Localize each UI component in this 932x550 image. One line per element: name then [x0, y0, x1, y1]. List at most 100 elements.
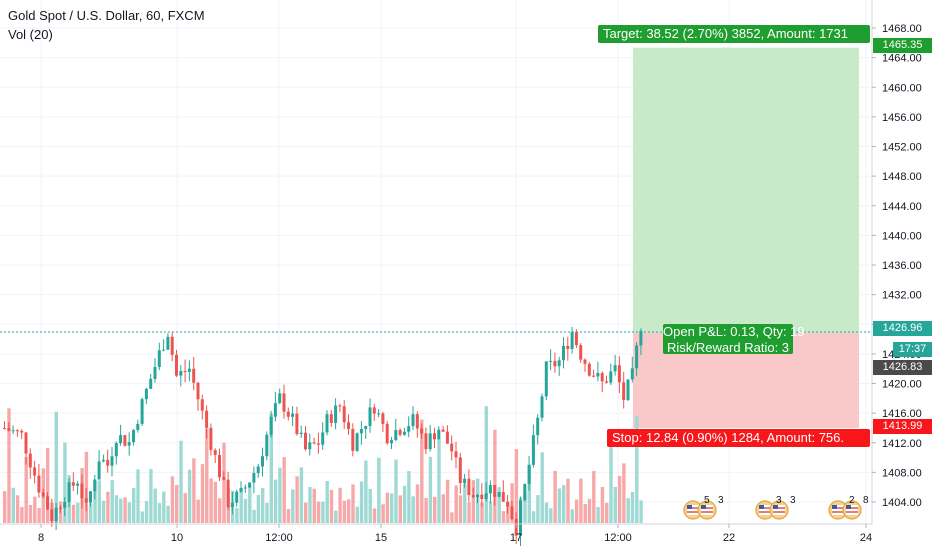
- candle-body: [527, 464, 531, 484]
- candle-body: [11, 430, 15, 432]
- candle-body: [243, 487, 247, 489]
- volume-bar: [269, 413, 273, 523]
- us-flag-icon[interactable]: [683, 500, 703, 520]
- candle-body: [381, 413, 385, 424]
- volume-bar: [441, 494, 445, 523]
- us-flag-icon[interactable]: [828, 500, 848, 520]
- candle-body: [41, 492, 45, 497]
- volume-bar: [334, 510, 338, 523]
- price-axis[interactable]: 1404.001408.001412.001416.001420.001424.…: [872, 23, 922, 509]
- volume-bar: [7, 408, 11, 523]
- candle-body: [415, 414, 419, 429]
- volume-bar: [132, 488, 136, 523]
- candle-body: [613, 365, 617, 372]
- volume-bar: [15, 495, 20, 523]
- candle-body: [609, 371, 613, 383]
- volume-bar: [248, 484, 252, 523]
- open-pnl-box[interactable]: Open P&L: 0.13, Qty: 19 Risk/Reward Rati…: [663, 324, 805, 355]
- candle-body: [209, 427, 213, 451]
- volume-bar: [3, 491, 7, 523]
- volume-bar: [639, 500, 643, 523]
- candlesticks[interactable]: [3, 326, 643, 547]
- volume-bar: [329, 489, 334, 523]
- candle-body: [553, 360, 557, 367]
- candle-body: [308, 442, 312, 450]
- volume-bar: [84, 451, 89, 523]
- volume-bar: [531, 511, 536, 523]
- us-flag-icon[interactable]: [769, 500, 789, 520]
- volume-bar: [110, 480, 114, 523]
- volume-bar: [205, 428, 209, 523]
- target-label[interactable]: Target: 38.52 (2.70%) 3852, Amount: 1731: [598, 25, 870, 43]
- target-zone[interactable]: [633, 47, 859, 333]
- volume-bar: [76, 502, 80, 523]
- volume-bar: [239, 487, 243, 523]
- candle-body: [630, 368, 634, 380]
- candle-body: [269, 416, 273, 435]
- us-flag-icon[interactable]: [842, 500, 862, 520]
- volume-bar: [183, 493, 187, 523]
- us-flag-icon[interactable]: [697, 500, 717, 520]
- candle-body: [192, 368, 196, 383]
- event-count: 5: [704, 495, 710, 506]
- candle-body: [364, 425, 368, 430]
- y-tick-label: 1440.00: [882, 230, 922, 242]
- candle-body: [273, 403, 277, 417]
- candle-body: [579, 345, 583, 360]
- stop-label[interactable]: Stop: 12.84 (0.90%) 1284, Amount: 756.: [607, 429, 870, 447]
- volume-bar: [613, 486, 617, 523]
- candle-body: [46, 496, 49, 510]
- volume-bar: [583, 504, 587, 523]
- volume-bar: [420, 419, 424, 523]
- candle-body: [402, 431, 406, 435]
- volume-bar: [265, 502, 269, 523]
- volume-bar: [553, 470, 557, 523]
- open-pnl-label: Open P&L: 0.13, Qty: 19: [663, 324, 805, 339]
- time-axis[interactable]: 8 10 12:00 15 17 12:00 22 24: [38, 524, 872, 544]
- last-price-tag: 1426.96: [873, 321, 932, 336]
- candle-body: [355, 433, 359, 451]
- y-tick-label: 1448.00: [882, 171, 922, 183]
- volume-bar: [286, 509, 291, 523]
- candle-body: [338, 405, 342, 407]
- candle-body: [450, 443, 454, 452]
- volume-bar: [493, 429, 497, 523]
- volume-bar: [445, 479, 450, 523]
- candle-body: [407, 426, 411, 432]
- candle-body: [605, 381, 608, 383]
- y-tick-label: 1444.00: [882, 201, 922, 213]
- y-tick-label: 1452.00: [882, 142, 922, 154]
- candle-body: [484, 493, 488, 499]
- volume-bar: [377, 457, 381, 523]
- y-tick-label: 1456.00: [882, 112, 922, 124]
- symbol-legend[interactable]: Gold Spot / U.S. Dollar, 60, FXCM: [8, 8, 205, 23]
- candle-body: [132, 429, 135, 443]
- candle-body: [506, 501, 510, 507]
- volume-bar: [136, 469, 140, 523]
- volume-bar: [71, 504, 76, 523]
- volume-legend[interactable]: Vol (20): [8, 27, 53, 42]
- candle-body: [218, 454, 221, 478]
- candle-body: [587, 363, 591, 376]
- volume-bar: [127, 502, 132, 523]
- candle-body: [286, 411, 290, 417]
- y-tick-label: 1420.00: [882, 379, 922, 391]
- volume-bar: [424, 498, 428, 523]
- candle-body: [278, 393, 282, 404]
- volume-bar: [574, 499, 579, 523]
- candle-body: [170, 336, 174, 355]
- candle-body: [97, 461, 101, 480]
- candle-body: [252, 473, 256, 483]
- candle-body: [536, 417, 540, 436]
- volume-bar: [295, 476, 299, 523]
- volume-bar: [351, 484, 355, 523]
- volume-bar: [364, 460, 368, 523]
- candle-body: [187, 368, 191, 372]
- position-zones[interactable]: [633, 47, 859, 429]
- volume-bar: [484, 406, 488, 523]
- volume-bar: [200, 464, 205, 523]
- volume-bars: [3, 406, 643, 523]
- volume-bar: [467, 502, 471, 523]
